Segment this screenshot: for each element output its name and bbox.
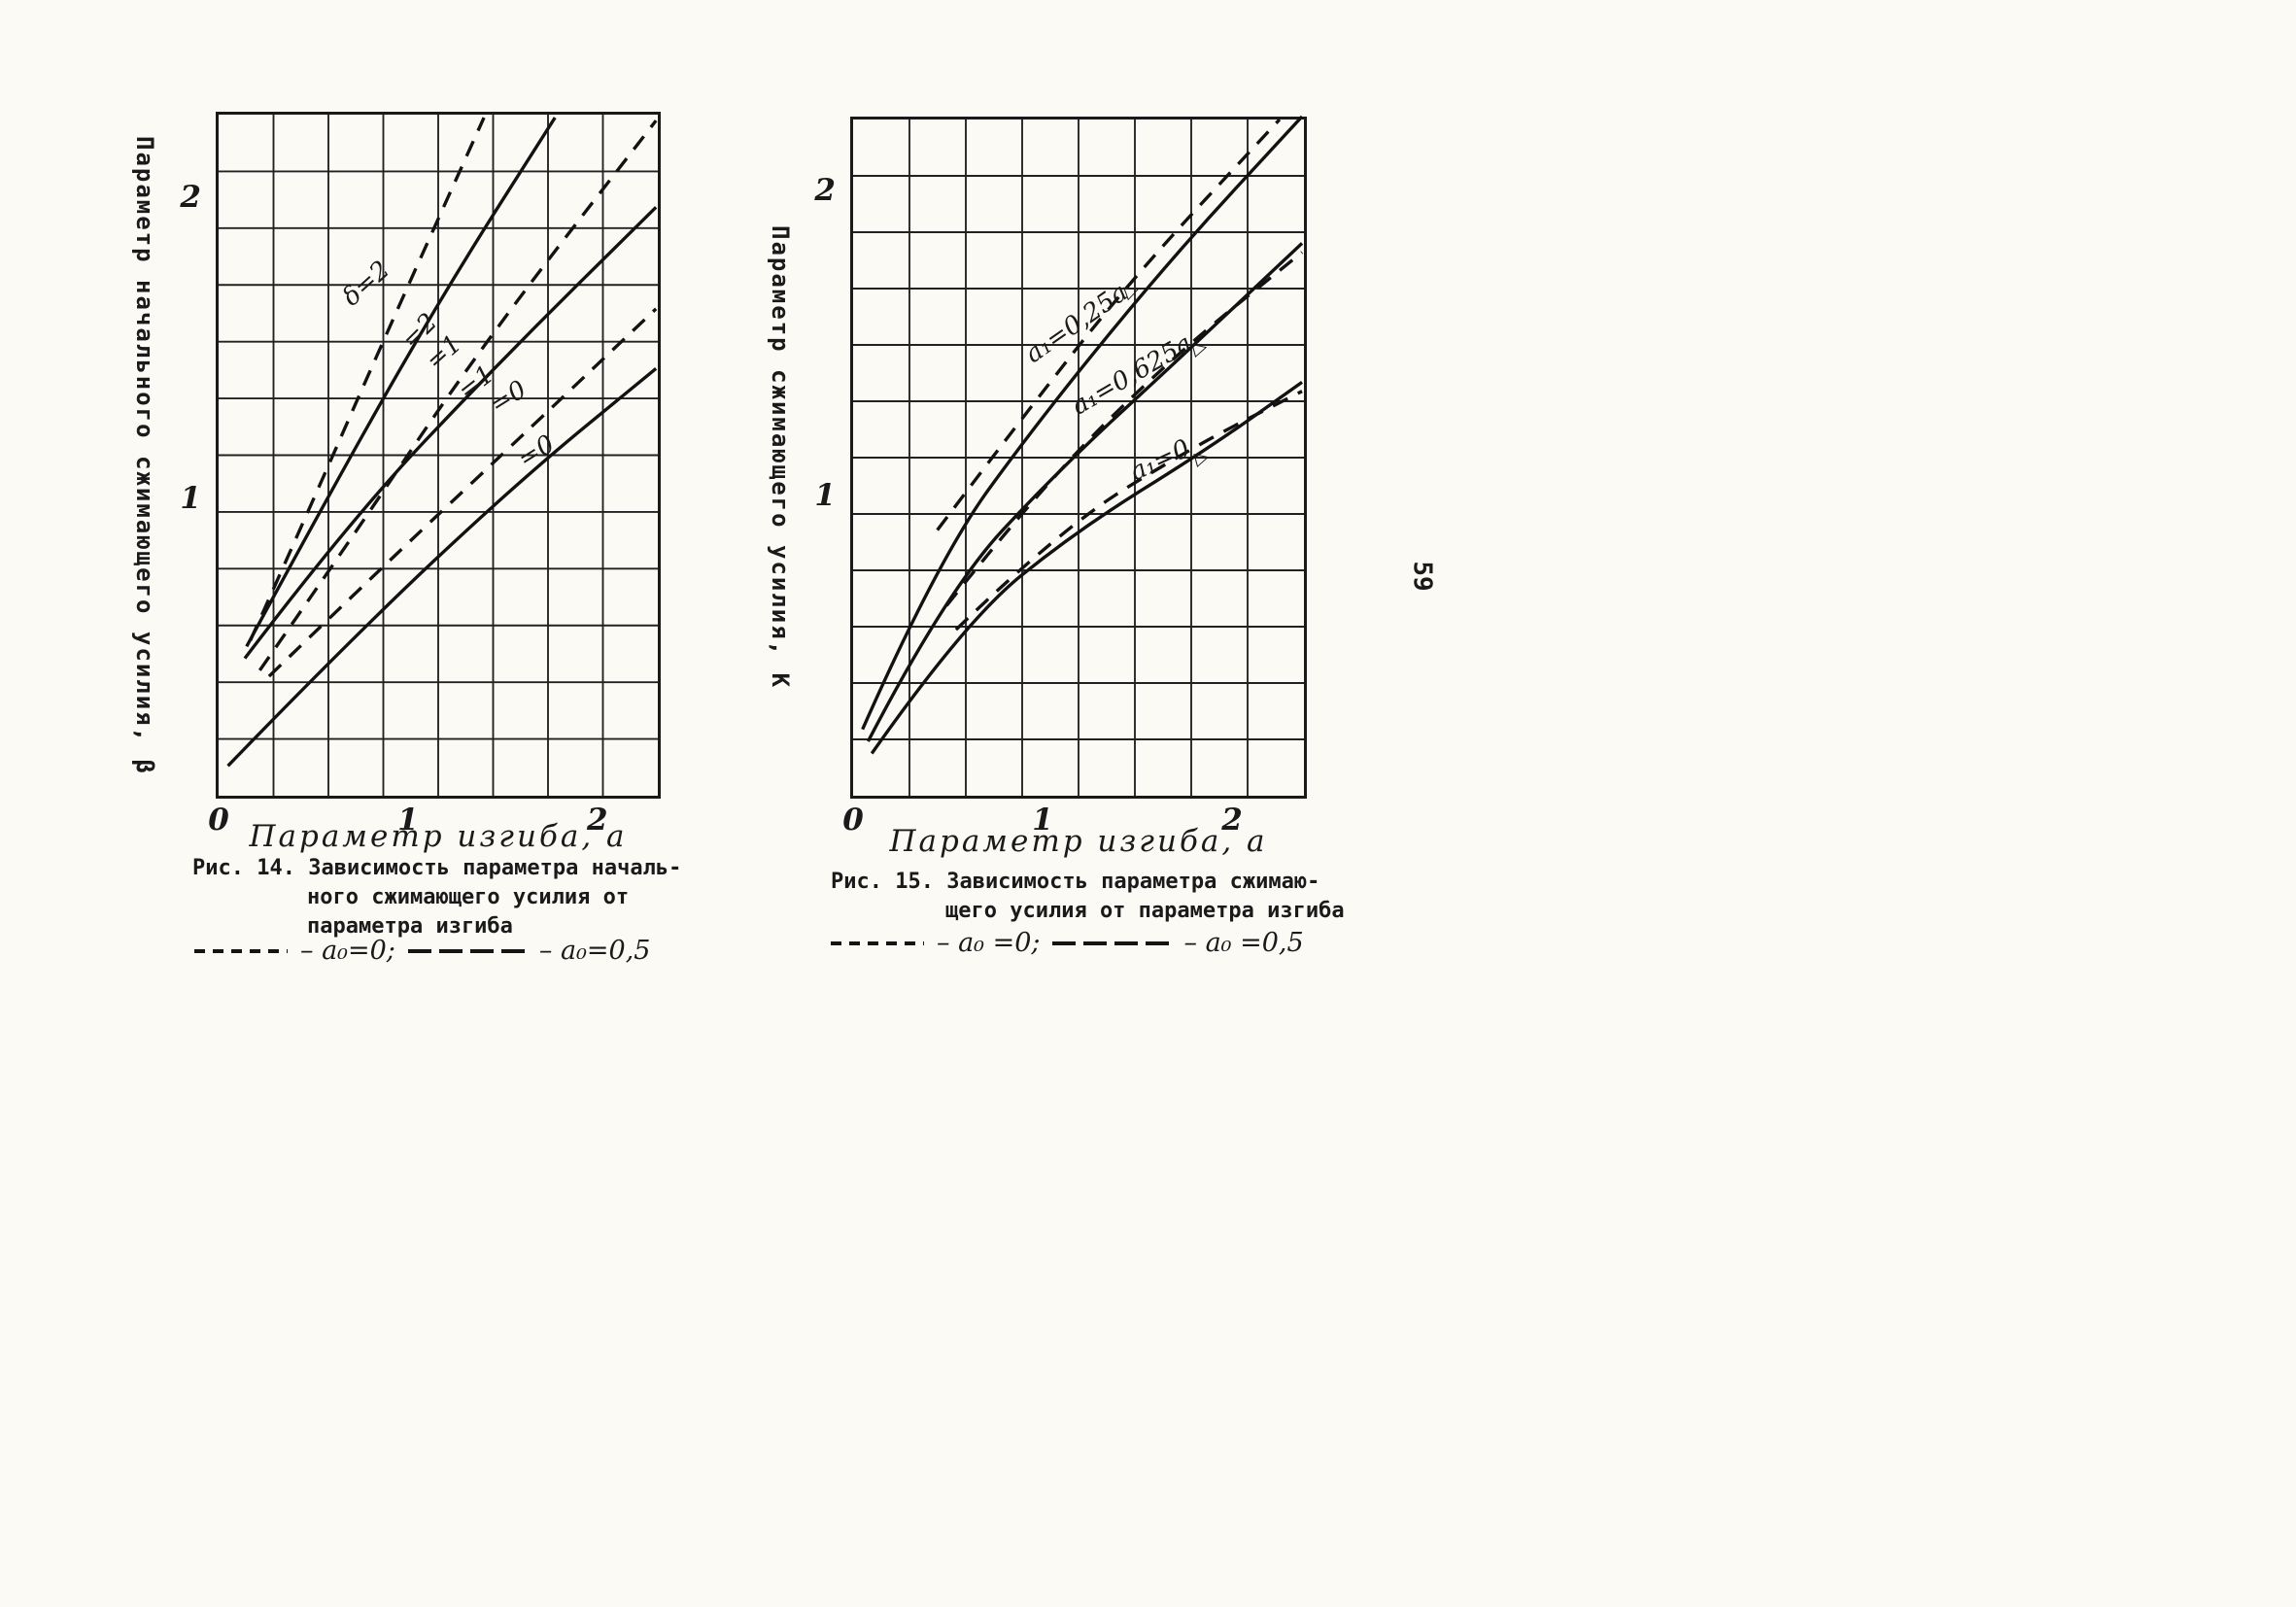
series-curve-dashed [954,390,1303,632]
y-tick-label: 2 [814,173,836,209]
fig14-y-axis-label: Параметр начального сжимающего усилия, β [131,135,158,775]
y-tick-label: 2 [180,180,201,216]
curve-label: =0 [513,429,561,475]
series-curve-solid [861,115,1304,731]
fig15-x-tick-row: 0 1 2 [842,796,1304,838]
dashed-line-sample-icon [194,948,288,953]
series-curve-solid [226,367,658,768]
fig14-curve-labels: δ=2 =2 =1 =1 =0 =0 [219,115,658,796]
fig14-legend-entry-dashed: – a₀=0; [300,936,395,966]
series-curve-dashed [944,251,1304,607]
fig14-caption: Рис. 14. Зависимость параметра началь- н… [192,854,681,941]
solid-line-sample-icon [1052,940,1172,945]
fig14-x-tick-row: 0 1 2 [208,796,658,838]
fig14-legend-entry-solid: – a₀=0,5 [538,936,651,966]
fig15-caption-line: щего усилия от параметра изгиба [945,899,1345,923]
x-tick-label: 2 [586,803,608,838]
series-curve-solid [870,380,1303,755]
fig15-plot-svg [853,115,1304,796]
x-tick-label: 2 [1221,803,1243,838]
curve-label: a₁=0,25a [1019,277,1134,369]
series-curve-solid [245,117,557,648]
series-curve-dashed [267,307,658,678]
x-tick-label: 1 [397,803,419,838]
page-number: 59 [1407,561,1437,592]
curve-label: a₁=0,625a [1066,328,1197,422]
fig14-caption-line: Рис. 14. Зависимость параметра началь- [192,856,682,880]
x-tick-label: 0 [208,803,229,838]
fig14-caption-line: параметра изгиба [307,914,513,939]
series-curve-solid [866,242,1304,742]
x-tick-label: 1 [1032,803,1053,838]
y-tick-label: 1 [180,481,201,517]
triangle-marker-icon: ▷ [1191,445,1212,470]
fig14-caption-line: ного сжимающего усилия от [307,885,630,909]
dashed-line-sample-icon [831,940,924,945]
series-curve-dashed [936,118,1282,531]
fig15-legend-entry-dashed: – a₀ =0; [937,928,1041,958]
fig14-plot-svg [219,115,658,796]
series-curve-solid [243,206,658,660]
y-tick-label: 1 [814,477,836,513]
fig14-plot-area: δ=2 =2 =1 =1 =0 =0 0 1 2 1 2 [180,112,661,838]
curve-label: δ=2 [336,255,396,312]
fig15-x-axis-label: Параметр изгиба, a [889,824,1268,859]
fig14-legend: – a₀=0; – a₀=0,5 [194,936,650,966]
x-tick-label: 0 [842,803,864,838]
series-curve-dashed [257,120,658,671]
fig15-caption: Рис. 15. Зависимость параметра сжимаю- щ… [831,868,1345,926]
series-curve-dashed [249,117,486,641]
fig15-legend: – a₀ =0; – a₀ =0,5 [831,928,1304,958]
fig14-x-axis-label: Параметр изгиба, a [249,819,628,854]
fig15-curve-labels: a₁=0,25a a₁=0,625a a₁=0 ▷ ▷ ▷ [853,120,1304,796]
solid-line-sample-icon [407,948,527,953]
fig15-y-axis-label: Параметр сжимающего усилия, К [767,225,794,690]
fig15-legend-entry-solid: – a₀ =0,5 [1183,928,1304,958]
curve-label: a₁=0 [1125,433,1195,488]
fig15-caption-line: Рис. 15. Зависимость параметра сжимаю- [831,870,1320,894]
